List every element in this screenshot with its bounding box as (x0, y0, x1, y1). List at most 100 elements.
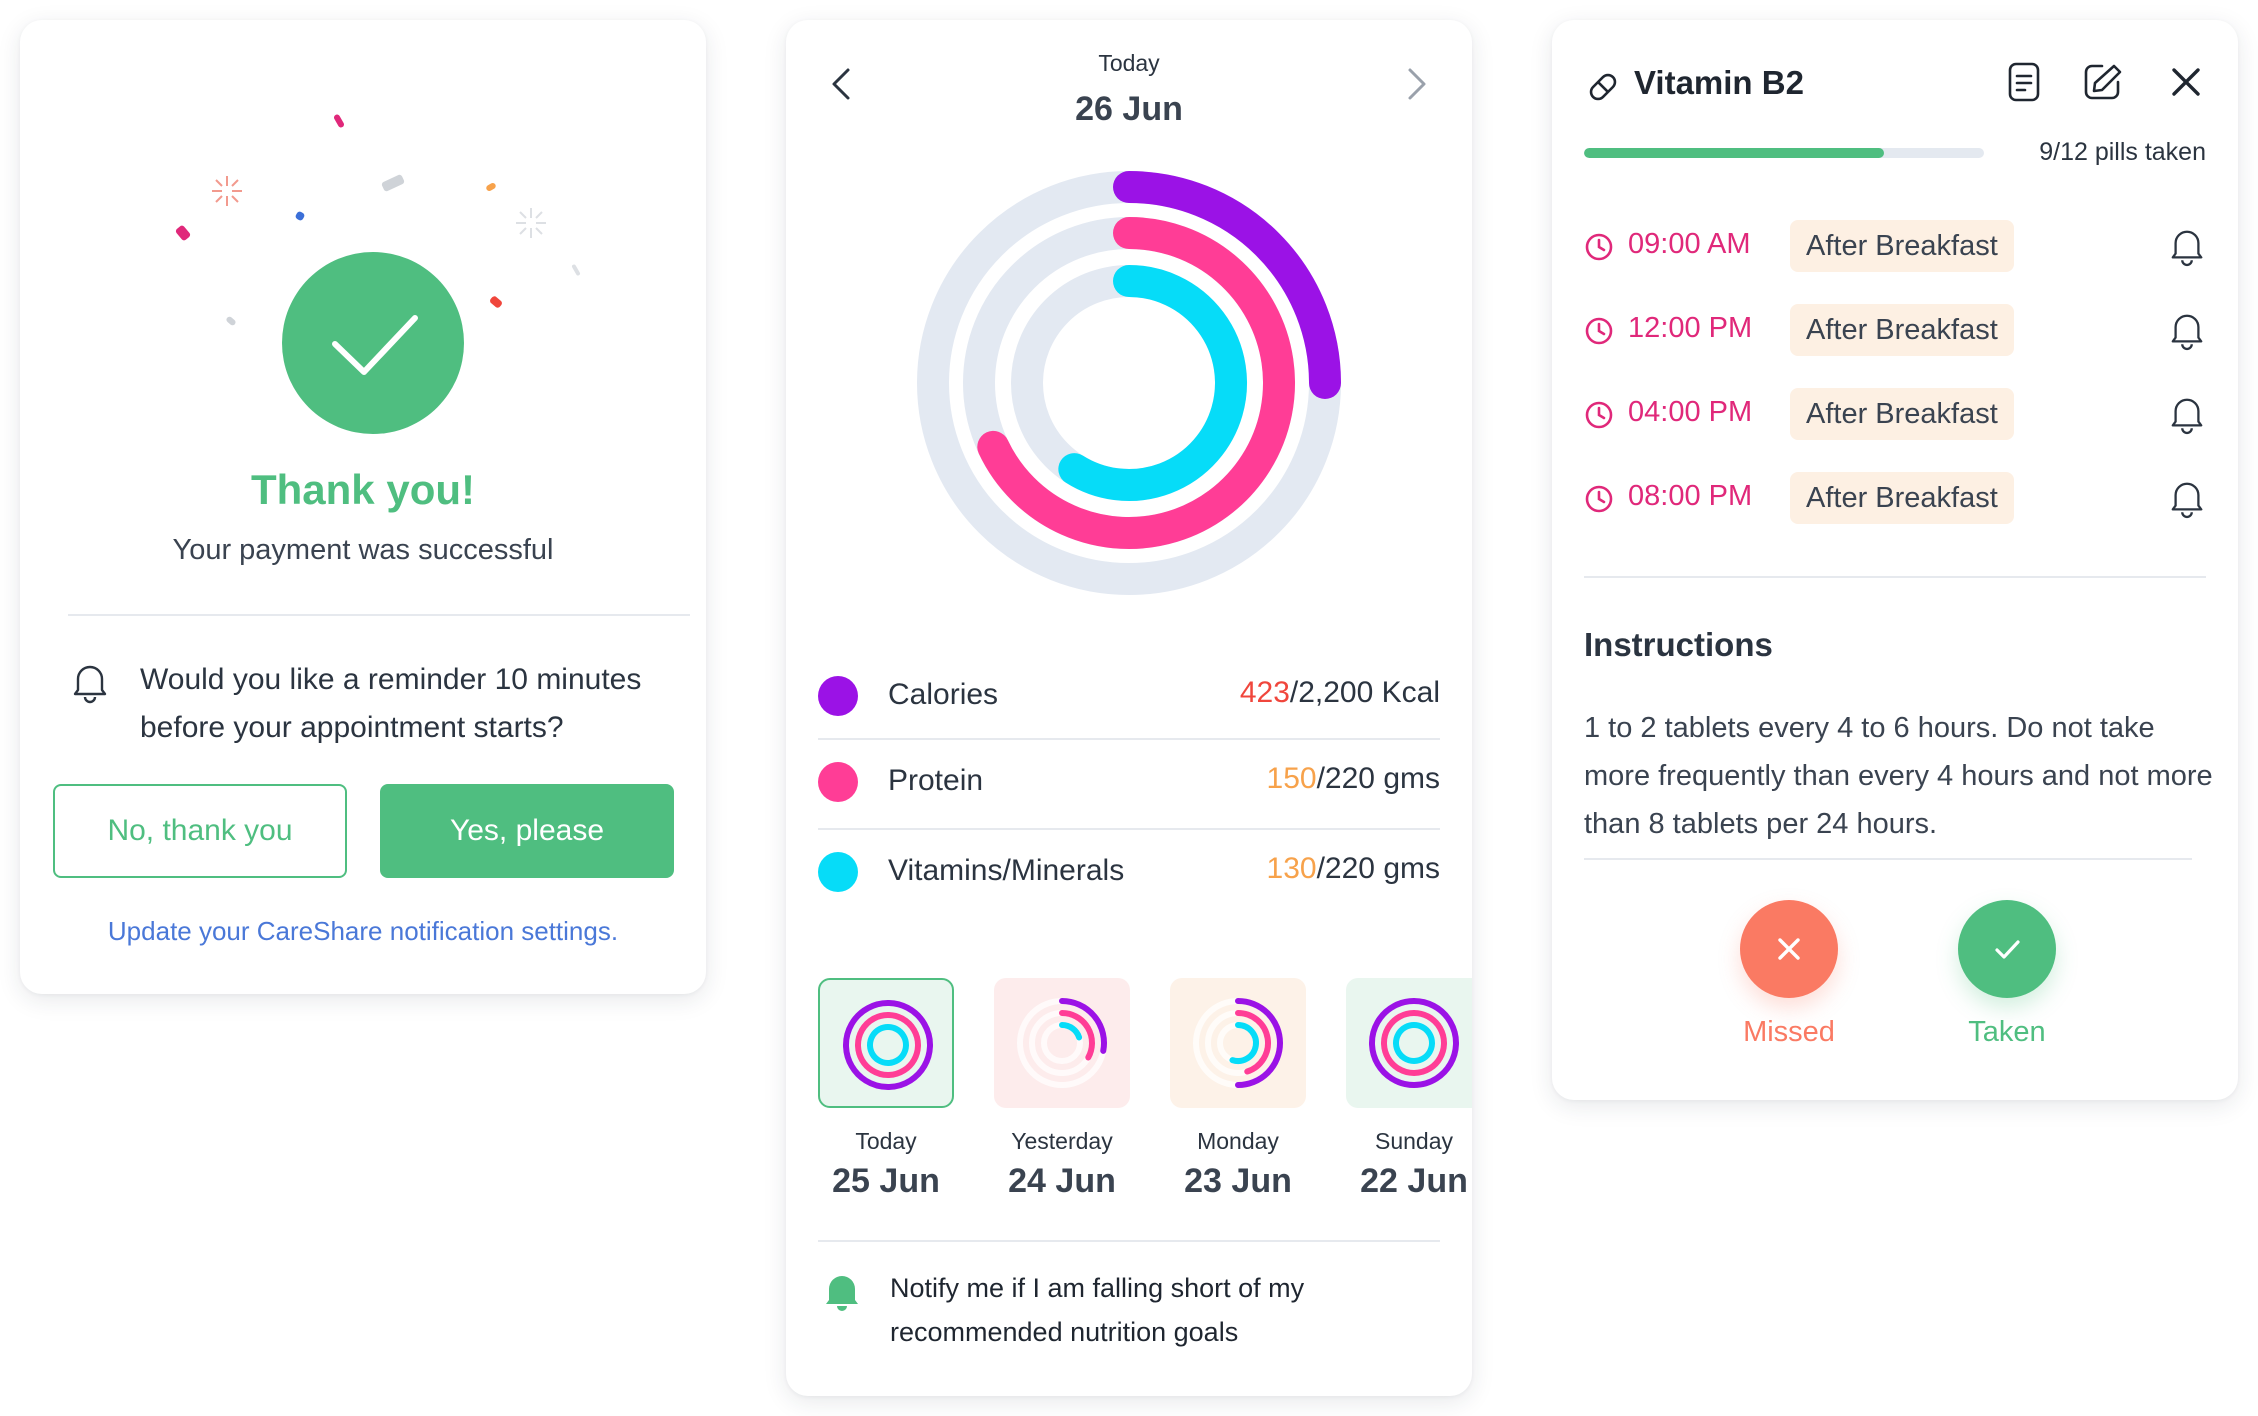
mini-ring-protein-arc (1059, 1010, 1095, 1061)
dose-note: After Breakfast (1790, 472, 2014, 524)
missed-label: Missed (1743, 1016, 1835, 1048)
medication-card: Vitamin B2 9/12 pills taken 09:00 AM Afte… (1552, 20, 2238, 1100)
mini-ring-calories-arc (1369, 998, 1459, 1088)
day-name: Sunday (1374, 1128, 1453, 1154)
mini-rings-icon (1369, 998, 1459, 1088)
divider (1584, 576, 2206, 578)
mini-rings-icon (1193, 998, 1283, 1088)
mini-ring-calories-arc (843, 1000, 933, 1090)
nutrition-tracker-card: Today 26 Jun Calories 423/2,200 Kcal Pro… (786, 20, 1472, 1396)
bell-icon[interactable] (822, 1270, 862, 1314)
chevron-right-icon[interactable] (1398, 62, 1434, 106)
dose-row: 12:00 PM After Breakfast (1584, 300, 2206, 360)
payment-status-text: Your payment was successful (172, 534, 554, 566)
mini-ring-vitamins-minerals-arc (1059, 1022, 1083, 1041)
nutrient-row-protein: Protein 150/220 gms (818, 740, 1440, 828)
notes-icon[interactable] (2002, 60, 2046, 104)
mini-ring-protein-arc (855, 1012, 921, 1078)
vitamins-color-dot (818, 852, 858, 892)
divider (818, 738, 1440, 740)
day-date: 25 Jun (832, 1162, 940, 1200)
bell-icon[interactable] (2168, 224, 2206, 268)
missed-button[interactable] (1740, 900, 1838, 998)
notification-settings-link[interactable]: Update your CareShare notification setti… (107, 916, 619, 946)
dose-note: After Breakfast (1790, 220, 2014, 272)
ring-vitamins-minerals-arc (1058, 265, 1247, 501)
nutrient-name: Calories (888, 678, 999, 711)
mini-rings-icon (1017, 998, 1107, 1088)
divider (1584, 858, 2192, 860)
ring-protein-arc (977, 217, 1295, 549)
nutrient-current: 150 (1266, 762, 1317, 795)
clock-icon (1585, 317, 1613, 345)
nutrient-row-vitamins: Vitamins/Minerals 130/220 gms (818, 830, 1440, 918)
clock-icon (1585, 485, 1613, 513)
reminder-question: Would you like a reminder 10 minutes bef… (140, 663, 642, 744)
bell-icon[interactable] (2168, 392, 2206, 436)
close-icon (1778, 938, 1800, 960)
calories-color-dot (818, 676, 858, 716)
mini-ring-protein-arc (1235, 1010, 1271, 1075)
nutrient-name: Vitamins/Minerals (888, 854, 1125, 887)
day-tile-today[interactable] (818, 978, 954, 1108)
edit-icon[interactable] (2080, 60, 2124, 104)
bell-icon[interactable] (2168, 476, 2206, 520)
nutrient-value: 423/2,200 Kcal (1240, 676, 1440, 710)
dose-time: 09:00 AM (1628, 228, 1751, 260)
medication-title: Vitamin B2 (1634, 64, 1804, 101)
day-name: Today (855, 1128, 917, 1154)
dose-time: 12:00 PM (1628, 312, 1753, 344)
nutrient-row-calories: Calories 423/2,200 Kcal (818, 654, 1440, 742)
instructions-title: Instructions (1584, 626, 1773, 663)
day-date: 24 Jun (1008, 1162, 1116, 1200)
protein-color-dot (818, 762, 858, 802)
pill-progress-fill (1584, 148, 1884, 158)
mini-ring-calories-arc (1059, 998, 1107, 1054)
day-date: 23 Jun (1184, 1162, 1292, 1200)
dose-note: After Breakfast (1790, 304, 2014, 356)
nutrition-alert-text: Notify me if I am falling short of my re… (890, 1273, 1305, 1347)
day-tile-yesterday[interactable] (994, 978, 1130, 1108)
divider (818, 828, 1440, 830)
bell-icon (73, 665, 107, 704)
instructions-text: 1 to 2 tablets every 4 to 6 hours. Do no… (1584, 712, 2213, 840)
nutrient-name: Protein (888, 764, 984, 797)
taken-button[interactable] (1958, 900, 2056, 998)
mini-ring-vitamins-minerals-arc (867, 1024, 909, 1066)
check-icon (332, 315, 418, 375)
mini-ring-protein-arc (1381, 1010, 1447, 1076)
day-tile-monday[interactable] (1170, 978, 1306, 1108)
success-check-badge (282, 252, 464, 434)
nutrient-total: /2,200 Kcal (1289, 676, 1440, 709)
chevron-left-icon[interactable] (824, 62, 860, 106)
pill-count: 9/12 pills taken (2039, 138, 2206, 166)
nutrient-current: 130 (1266, 852, 1317, 885)
dose-time: 08:00 PM (1628, 480, 1753, 512)
ring-calories-arc (1113, 171, 1341, 399)
divider (68, 614, 690, 616)
bell-icon[interactable] (2168, 308, 2206, 352)
dose-row: 09:00 AM After Breakfast (1584, 216, 2206, 276)
date-caption: Today (1098, 50, 1160, 76)
taken-label: Taken (1968, 1016, 2046, 1048)
clock-icon (1585, 233, 1613, 261)
nutrient-total: /220 gms (1316, 762, 1440, 795)
day-date: 22 Jun (1360, 1162, 1468, 1200)
accept-reminder-button[interactable]: Yes, please (380, 784, 674, 878)
pill-progress-bar (1584, 148, 1984, 158)
check-icon (1995, 940, 2020, 959)
nutrient-value: 150/220 gms (1267, 762, 1440, 796)
nutrition-rings-chart (917, 171, 1341, 595)
dose-row: 04:00 PM After Breakfast (1584, 384, 2206, 444)
day-tile-sunday[interactable] (1346, 978, 1472, 1108)
close-icon[interactable] (2164, 60, 2208, 104)
divider (818, 1240, 1440, 1242)
day-name: Monday (1197, 1128, 1279, 1154)
nutrient-current: 423 (1239, 676, 1290, 709)
nutrient-total: /220 gms (1316, 852, 1440, 885)
mini-ring-vitamins-minerals-arc (1229, 1022, 1259, 1064)
nutrient-value: 130/220 gms (1267, 852, 1440, 886)
decline-reminder-button[interactable]: No, thank you (53, 784, 347, 878)
day-name: Yesterday (1011, 1128, 1113, 1154)
payment-success-card: Thank you! Your payment was successful W… (20, 20, 706, 994)
